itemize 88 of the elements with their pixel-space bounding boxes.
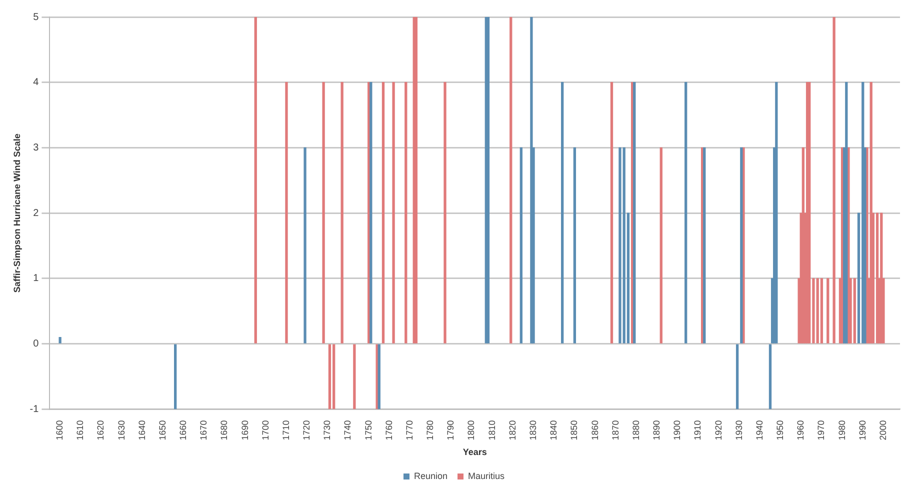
x-tick-label: 1660 — [178, 420, 188, 440]
bar — [775, 82, 778, 344]
bar — [736, 344, 739, 410]
x-tick-label: 1760 — [384, 420, 394, 440]
x-tick-label: 1900 — [672, 420, 682, 440]
bar — [618, 147, 622, 344]
x-tick-label: 1870 — [610, 420, 620, 440]
bar — [610, 82, 614, 344]
x-tick-label: 1990 — [857, 420, 868, 440]
x-tick-label: 1980 — [836, 420, 847, 440]
legend-label: Mauritius — [468, 470, 506, 481]
bar — [382, 82, 385, 344]
bar — [444, 82, 446, 344]
y-tick-label: 3 — [33, 142, 40, 154]
x-tick-label: 1960 — [796, 420, 806, 440]
bar — [332, 344, 336, 410]
x-tick-label: 1770 — [404, 420, 414, 440]
x-axis-title: Years — [462, 447, 487, 458]
y-tick-label: -1 — [30, 404, 40, 415]
bar — [573, 147, 576, 344]
bar — [353, 344, 356, 410]
y-tick-label: 5 — [33, 12, 40, 23]
x-tick-label: 1630 — [116, 420, 126, 440]
x-tick-label: 1800 — [466, 420, 476, 440]
x-tick-label: 1970 — [816, 420, 826, 440]
bar — [328, 344, 332, 410]
x-tick-label: 1600 — [54, 420, 65, 440]
bar — [322, 82, 325, 344]
bar — [520, 147, 522, 344]
bar — [486, 17, 490, 344]
x-tick-label: 1750 — [363, 420, 374, 440]
x-tick-label: 1950 — [775, 420, 786, 440]
x-tick-label: 1860 — [590, 420, 600, 440]
bar — [808, 82, 811, 344]
bar — [414, 17, 418, 344]
bar — [853, 278, 856, 344]
x-tick-label: 1610 — [75, 420, 86, 440]
bar — [510, 17, 512, 344]
x-tick-label: 1820 — [507, 420, 518, 440]
x-tick-label: 1670 — [198, 420, 209, 440]
x-tick-label: 1640 — [136, 420, 147, 440]
bar — [561, 82, 564, 344]
x-tick-label: 1780 — [425, 420, 436, 440]
bar — [660, 147, 662, 344]
bar — [845, 82, 848, 344]
x-tick-label: 1910 — [692, 420, 703, 440]
bar — [340, 82, 344, 344]
x-tick-label: 1930 — [734, 420, 744, 440]
x-tick-label: 1740 — [342, 420, 353, 440]
bar — [530, 17, 533, 344]
x-tick-label: 1810 — [486, 420, 497, 440]
x-tick-label: 1880 — [630, 420, 641, 440]
bar — [622, 147, 626, 344]
x-tick-label: 2000 — [878, 420, 888, 440]
y-tick-label: 4 — [33, 77, 40, 88]
x-tick-label: 1710 — [280, 420, 291, 440]
x-tick-label: 1720 — [302, 420, 312, 440]
x-tick-label: 1920 — [713, 420, 724, 440]
bar — [392, 82, 395, 344]
y-tick-label: 0 — [33, 338, 40, 350]
bar — [404, 82, 408, 344]
bar — [826, 278, 830, 344]
bar — [820, 278, 824, 344]
y-axis-title: Saffir-Simpson Hurricane Wind Scale — [12, 134, 22, 293]
x-tick-label: 1730 — [322, 420, 332, 440]
x-tick-label: 1620 — [96, 420, 106, 440]
x-tick-label: 1940 — [754, 420, 764, 440]
x-tick-label: 1650 — [157, 420, 168, 440]
bar — [684, 82, 688, 344]
bar — [703, 147, 706, 344]
bar — [254, 17, 257, 344]
x-tick-label: 1840 — [548, 420, 559, 440]
bar — [816, 278, 819, 344]
x-tick-label: 1790 — [446, 420, 456, 440]
y-tick-label: 2 — [33, 208, 40, 219]
x-tick-label: 1830 — [528, 420, 538, 440]
legend-label: Reunion — [414, 470, 448, 481]
bar — [174, 344, 177, 410]
x-tick-label: 1680 — [219, 420, 230, 440]
bar — [832, 17, 836, 344]
x-tick-label: 1850 — [569, 420, 580, 440]
y-tick-label: 1 — [33, 273, 40, 284]
x-tick-label: 1890 — [652, 420, 662, 440]
bar — [285, 82, 288, 344]
bar — [304, 147, 306, 344]
bar — [58, 336, 62, 344]
x-tick-label: 1700 — [260, 420, 270, 440]
x-tick-label: 1690 — [240, 420, 250, 440]
